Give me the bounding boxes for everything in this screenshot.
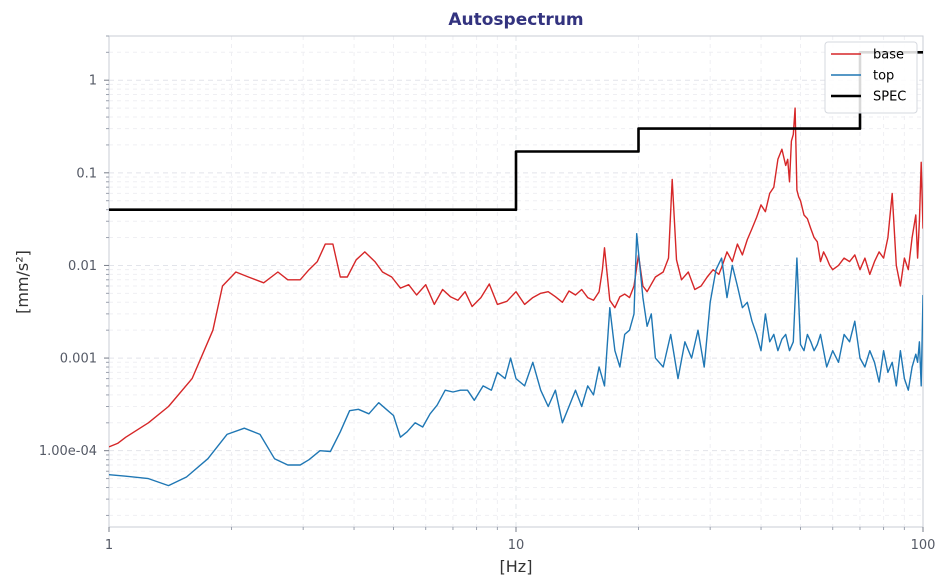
y-tick-label: 0.001 — [60, 352, 97, 367]
y-axis-title: [mm/s²] — [13, 250, 32, 314]
grid-lines — [108, 35, 924, 527]
legend-label-top: top — [873, 69, 894, 84]
series-line-top — [109, 232, 923, 487]
legend-label-base: base — [873, 48, 904, 63]
x-axis-title: [Hz] — [500, 557, 533, 576]
x-tick-label: 1 — [105, 538, 113, 553]
y-tick-label: 0.01 — [68, 259, 97, 274]
axis-ticks: 1 10 100 1.00e-04 0.001 0.01 0.1 1 — [39, 35, 936, 553]
y-tick-label: 1 — [89, 74, 97, 89]
x-tick-label: 100 — [911, 538, 936, 553]
chart-legend: base top SPEC — [824, 41, 918, 114]
chart-title: Autospectrum — [448, 10, 583, 30]
series-line-base — [109, 107, 923, 448]
x-tick-label: 10 — [508, 538, 525, 553]
y-tick-label: 0.1 — [76, 166, 97, 181]
legend-label-spec: SPEC — [873, 90, 906, 105]
y-tick-label: 1.00e-04 — [39, 444, 97, 459]
